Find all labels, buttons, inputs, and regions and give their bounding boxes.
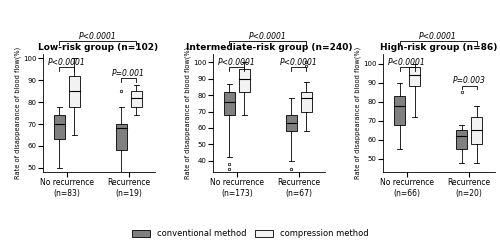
Bar bbox=[54, 115, 64, 139]
Text: P<0.0001: P<0.0001 bbox=[48, 58, 86, 66]
Text: P=0.003: P=0.003 bbox=[452, 76, 486, 85]
Bar bbox=[130, 91, 142, 107]
Y-axis label: Rate of disappearance of blood flow(%): Rate of disappearance of blood flow(%) bbox=[184, 47, 191, 179]
Bar bbox=[286, 115, 297, 131]
Bar bbox=[409, 67, 420, 87]
Title: Intermediate-risk group (n=240): Intermediate-risk group (n=240) bbox=[186, 43, 352, 52]
Y-axis label: Rate of disappearance of blood flow(%): Rate of disappearance of blood flow(%) bbox=[14, 47, 20, 179]
Text: P<0.0001: P<0.0001 bbox=[79, 31, 116, 41]
Bar bbox=[116, 124, 126, 150]
Bar bbox=[394, 96, 405, 124]
Bar bbox=[471, 117, 482, 144]
Bar bbox=[301, 92, 312, 111]
Bar bbox=[456, 130, 467, 149]
Bar bbox=[68, 76, 80, 107]
Text: P<0.0001: P<0.0001 bbox=[249, 31, 287, 41]
Text: P<0.0001: P<0.0001 bbox=[420, 31, 457, 41]
Y-axis label: Rate of disappearance of blood flow(%): Rate of disappearance of blood flow(%) bbox=[354, 47, 361, 179]
Text: P<0.0001: P<0.0001 bbox=[218, 58, 256, 66]
Text: P=0.001: P=0.001 bbox=[112, 69, 145, 78]
Legend: conventional method, compression method: conventional method, compression method bbox=[128, 226, 372, 242]
Text: P<0.0001: P<0.0001 bbox=[388, 58, 426, 66]
Bar bbox=[224, 92, 235, 115]
Bar bbox=[239, 69, 250, 92]
Text: P<0.0001: P<0.0001 bbox=[280, 58, 318, 66]
Title: Low-risk group (n=102): Low-risk group (n=102) bbox=[38, 43, 158, 52]
Title: High-risk group (n=86): High-risk group (n=86) bbox=[380, 43, 498, 52]
